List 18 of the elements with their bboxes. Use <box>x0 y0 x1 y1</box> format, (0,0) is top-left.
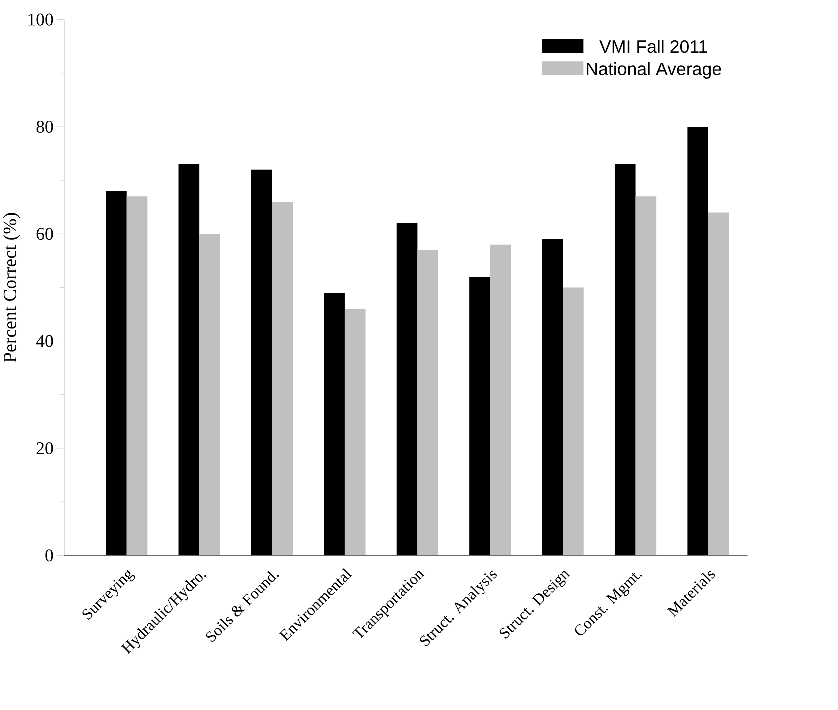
y-axis-title: Percent Correct (%) <box>3 213 20 362</box>
bar <box>344 309 366 556</box>
bar <box>563 288 584 556</box>
bar <box>636 196 657 556</box>
y-tick-label: 20 <box>36 442 54 454</box>
bar <box>490 244 512 556</box>
y-tick-label: 60 <box>36 228 54 240</box>
legend-label: VMI Fall 2011 <box>600 40 708 54</box>
bar <box>200 234 220 556</box>
y-tick-label: 0 <box>46 550 54 562</box>
y-tick-label: 40 <box>36 335 54 348</box>
y-tick-label: 80 <box>36 120 54 133</box>
y-tick-label: 100 <box>28 14 54 26</box>
bar <box>418 250 438 556</box>
bar <box>126 196 148 556</box>
bar <box>272 202 294 556</box>
legend-label: National Average <box>587 62 722 79</box>
bar <box>708 212 730 556</box>
